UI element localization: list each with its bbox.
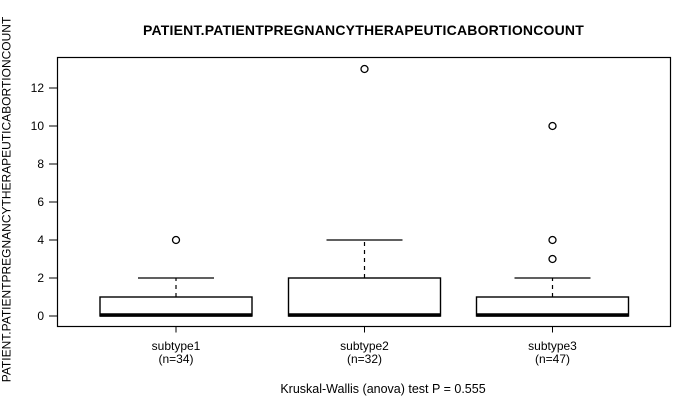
boxplot-group-subtype1: subtype1(n=34) <box>99 235 253 366</box>
y-tick-label: 2 <box>37 271 44 285</box>
x-tick-n-label: (n=32) <box>347 352 382 366</box>
x-tick-n-label: (n=34) <box>158 352 193 366</box>
statistical-test-note: Kruskal-Wallis (anova) test P = 0.555 <box>280 382 486 396</box>
iqr-box <box>99 296 253 317</box>
outlier-point <box>548 121 557 131</box>
y-tick-label: 6 <box>37 195 44 209</box>
y-tick-label: 12 <box>31 81 45 95</box>
outlier-point <box>548 254 557 264</box>
outlier-point <box>548 235 557 245</box>
boxplot-group-subtype3: subtype3(n=47) <box>475 121 630 366</box>
iqr-box <box>287 277 442 317</box>
y-tick-label: 10 <box>31 119 45 133</box>
boxplot-group-subtype2: subtype2(n=32) <box>287 64 442 366</box>
y-tick-label: 0 <box>37 309 44 323</box>
outlier-point <box>360 64 369 74</box>
iqr-box <box>475 296 630 317</box>
x-tick-label: subtype3 <box>528 339 577 353</box>
x-tick-n-label: (n=47) <box>535 352 570 366</box>
x-tick-label: subtype2 <box>340 339 389 353</box>
x-tick-label: subtype1 <box>152 339 201 353</box>
y-tick-label: 8 <box>37 157 44 171</box>
y-tick-label: 4 <box>37 233 44 247</box>
chart-title: PATIENT.PATIENTPREGNANCYTHERAPEUTICABORT… <box>142 22 584 38</box>
outlier-point <box>171 235 181 245</box>
